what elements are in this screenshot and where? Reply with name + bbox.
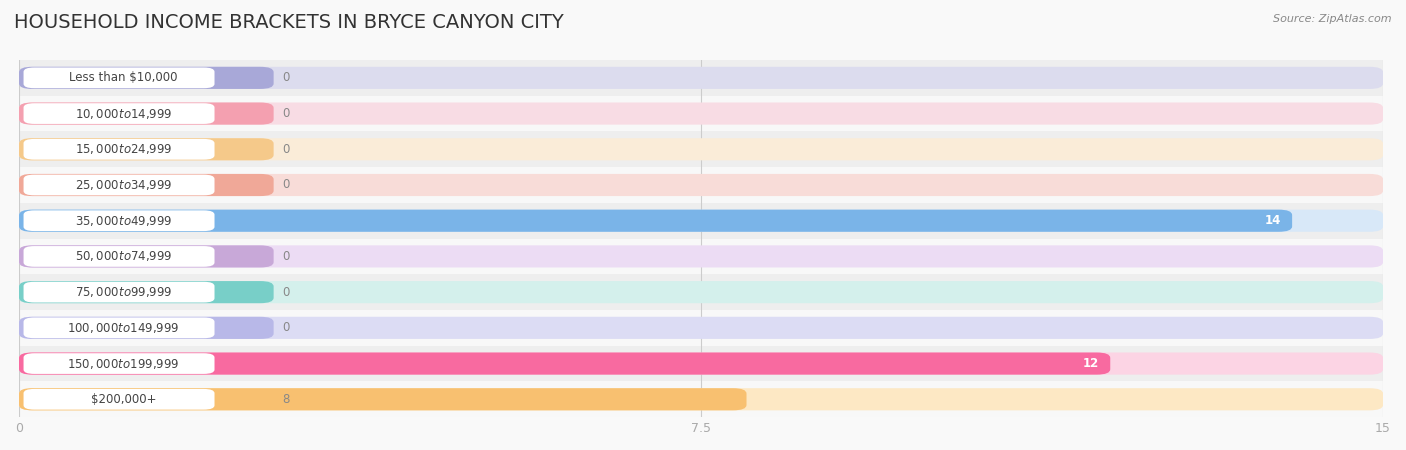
Text: $150,000 to $199,999: $150,000 to $199,999: [67, 356, 180, 370]
FancyBboxPatch shape: [20, 210, 1292, 232]
Text: 8: 8: [283, 393, 290, 406]
FancyBboxPatch shape: [24, 389, 215, 410]
Text: Source: ZipAtlas.com: Source: ZipAtlas.com: [1274, 14, 1392, 23]
FancyBboxPatch shape: [20, 103, 274, 125]
FancyBboxPatch shape: [20, 103, 1384, 125]
Text: 0: 0: [283, 321, 290, 334]
Bar: [20, 274, 1384, 310]
FancyBboxPatch shape: [24, 175, 215, 195]
Text: 0: 0: [283, 250, 290, 263]
Text: $100,000 to $149,999: $100,000 to $149,999: [67, 321, 180, 335]
FancyBboxPatch shape: [20, 352, 1111, 375]
Text: 0: 0: [283, 179, 290, 192]
FancyBboxPatch shape: [24, 282, 215, 302]
FancyBboxPatch shape: [20, 388, 1384, 410]
Text: 12: 12: [1083, 357, 1099, 370]
Text: $200,000+: $200,000+: [91, 393, 156, 406]
FancyBboxPatch shape: [20, 352, 1384, 375]
FancyBboxPatch shape: [24, 68, 215, 88]
FancyBboxPatch shape: [24, 353, 215, 374]
FancyBboxPatch shape: [20, 317, 1384, 339]
FancyBboxPatch shape: [24, 103, 215, 124]
Bar: [20, 382, 1384, 417]
Bar: [20, 238, 1384, 274]
FancyBboxPatch shape: [20, 388, 747, 410]
Bar: [20, 96, 1384, 131]
FancyBboxPatch shape: [20, 281, 274, 303]
FancyBboxPatch shape: [20, 317, 274, 339]
Text: $75,000 to $99,999: $75,000 to $99,999: [75, 285, 173, 299]
FancyBboxPatch shape: [24, 246, 215, 267]
FancyBboxPatch shape: [20, 67, 274, 89]
FancyBboxPatch shape: [24, 318, 215, 338]
Bar: [20, 60, 1384, 96]
Text: 14: 14: [1265, 214, 1281, 227]
Text: 0: 0: [283, 286, 290, 299]
FancyBboxPatch shape: [20, 281, 1384, 303]
FancyBboxPatch shape: [20, 67, 1384, 89]
FancyBboxPatch shape: [20, 138, 1384, 160]
FancyBboxPatch shape: [24, 139, 215, 160]
Text: $50,000 to $74,999: $50,000 to $74,999: [75, 249, 173, 263]
Text: 0: 0: [283, 72, 290, 84]
Bar: [20, 310, 1384, 346]
Bar: [20, 203, 1384, 239]
Bar: [20, 131, 1384, 167]
Bar: [20, 167, 1384, 203]
Text: Less than $10,000: Less than $10,000: [69, 72, 177, 84]
FancyBboxPatch shape: [20, 245, 274, 267]
FancyBboxPatch shape: [24, 210, 215, 231]
Text: $35,000 to $49,999: $35,000 to $49,999: [75, 214, 173, 228]
Text: HOUSEHOLD INCOME BRACKETS IN BRYCE CANYON CITY: HOUSEHOLD INCOME BRACKETS IN BRYCE CANYO…: [14, 14, 564, 32]
Bar: [20, 346, 1384, 382]
FancyBboxPatch shape: [20, 245, 1384, 267]
FancyBboxPatch shape: [20, 174, 274, 196]
Text: 0: 0: [283, 107, 290, 120]
FancyBboxPatch shape: [20, 174, 1384, 196]
Text: 0: 0: [283, 143, 290, 156]
Text: $10,000 to $14,999: $10,000 to $14,999: [75, 107, 173, 121]
Text: $15,000 to $24,999: $15,000 to $24,999: [75, 142, 173, 156]
Text: $25,000 to $34,999: $25,000 to $34,999: [75, 178, 173, 192]
FancyBboxPatch shape: [20, 138, 274, 160]
FancyBboxPatch shape: [20, 210, 1384, 232]
